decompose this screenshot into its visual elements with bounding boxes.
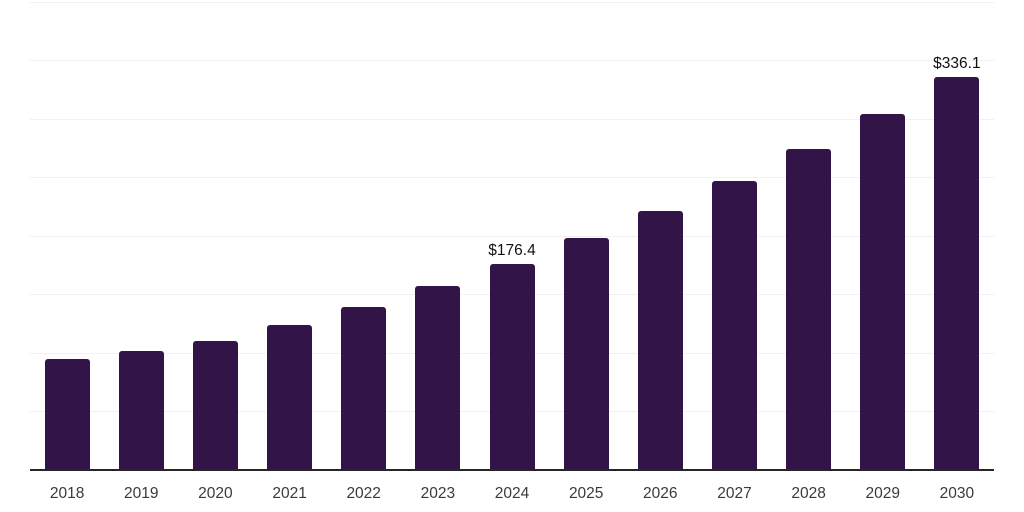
gridline-300 [30, 119, 994, 120]
x-tick-label-2028: 2028 [791, 485, 826, 502]
x-tick-label-2029: 2029 [865, 485, 901, 502]
bar-2022 [341, 307, 387, 470]
bar-2024 [489, 263, 535, 470]
bar-2027 [712, 181, 757, 470]
gridline-350 [30, 60, 994, 61]
x-tick-label-2022: 2022 [346, 485, 381, 502]
bar-2019 [118, 351, 164, 470]
x-tick-label-2018: 2018 [49, 485, 85, 502]
x-tick-label-2024: 2024 [494, 485, 530, 502]
x-tick-label-2026: 2026 [643, 485, 678, 502]
bar-2028 [786, 149, 832, 470]
plot-area [30, 2, 994, 470]
x-tick-label-2025: 2025 [568, 485, 604, 502]
x-tick-label-2023: 2023 [420, 485, 456, 502]
bar-2021 [267, 325, 312, 470]
bar-2030 [934, 76, 980, 470]
gridline-250 [30, 177, 994, 178]
gridline-400 [30, 2, 994, 3]
bar-2020 [192, 340, 238, 470]
bar-2025 [563, 238, 609, 470]
bar-2018 [44, 359, 90, 470]
gridline-200 [30, 236, 994, 237]
bar-2023 [415, 286, 461, 470]
x-tick-label-2019: 2019 [124, 485, 159, 502]
bar-2026 [637, 211, 683, 470]
x-tick-label-2027: 2027 [717, 485, 752, 502]
x-tick-label-2021: 2021 [272, 485, 307, 502]
x-axis-line [30, 469, 994, 471]
value-label-2030: $336.1 [933, 54, 981, 72]
x-tick-label-2020: 2020 [198, 485, 233, 502]
value-label-2024: $176.4 [488, 241, 536, 259]
bar-2029 [860, 114, 906, 470]
x-tick-label-2030: 2030 [939, 485, 975, 502]
